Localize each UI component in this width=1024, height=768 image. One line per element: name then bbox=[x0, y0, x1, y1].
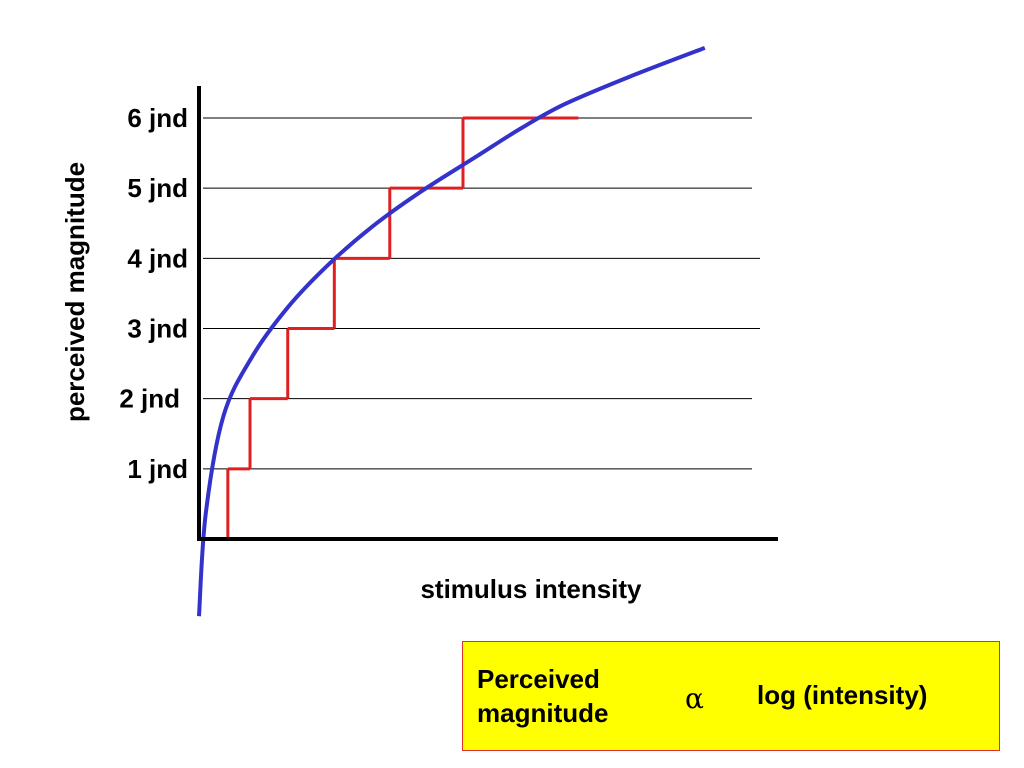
y-tick-label-5: 5 jnd bbox=[127, 173, 188, 203]
y-tick-label-2: 2 jnd bbox=[119, 384, 180, 414]
jnd-staircase bbox=[226, 116, 579, 539]
y-tick-label-1: 1 jnd bbox=[127, 454, 188, 484]
perception-curve bbox=[197, 45, 706, 617]
proportional-symbol: α bbox=[685, 682, 704, 715]
chart: 1 jnd 2 jnd 3 jnd 4 jnd 5 jnd 6 jnd perceived… bbox=[60, 45, 778, 617]
y-axis-title: perceived magnitude bbox=[60, 162, 90, 422]
grid-lines bbox=[203, 117, 760, 470]
y-tick-label-4: 4 jnd bbox=[127, 243, 188, 273]
formula-lhs: Perceived magnitude bbox=[477, 664, 609, 728]
x-axis-title: stimulus intensity bbox=[420, 574, 642, 604]
formula-rhs: log (intensity) bbox=[757, 680, 928, 710]
y-tick-labels: 1 jnd 2 jnd 3 jnd 4 jnd 5 jnd 6 jnd bbox=[119, 103, 188, 484]
y-tick-label-3: 3 jnd bbox=[127, 314, 188, 344]
y-tick-label-6: 6 jnd bbox=[127, 103, 188, 133]
formula-box: Perceived magnitude α log (intensity) bbox=[462, 641, 1000, 751]
axes bbox=[197, 86, 778, 541]
